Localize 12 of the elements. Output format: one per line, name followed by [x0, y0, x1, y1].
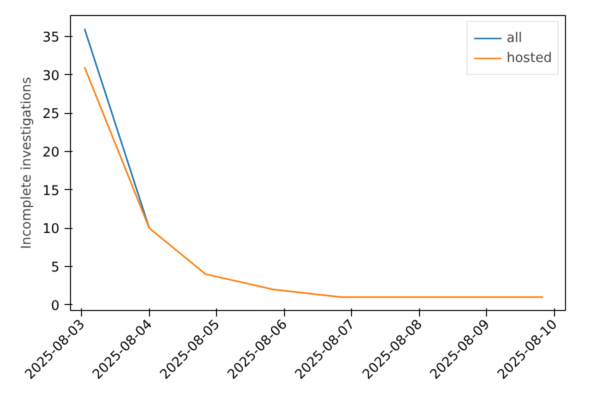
y-tick-label: 10: [42, 222, 60, 238]
y-tick-label: 0: [51, 298, 60, 314]
y-tick-label: 35: [42, 30, 60, 46]
y-tick-label: 30: [42, 68, 60, 84]
y-tick-label: 5: [51, 260, 60, 276]
legend-label: all: [506, 30, 524, 46]
legend-label: hosted: [506, 50, 552, 66]
y-axis-title: Incomplete investigations: [20, 76, 35, 250]
y-tick-label: 25: [42, 107, 60, 122]
line-series: [84, 66, 544, 298]
y-tick-label: 15: [42, 184, 60, 199]
y-tick-label: 20: [42, 146, 60, 161]
